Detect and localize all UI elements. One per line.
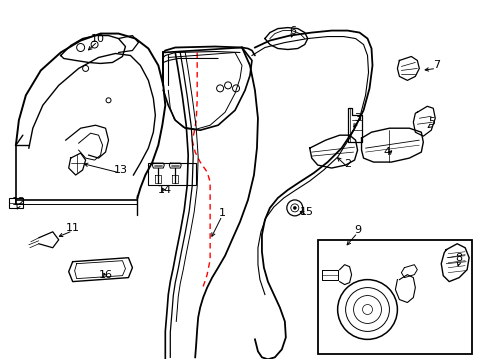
Bar (317, 240, 471, 354)
Text: 2: 2 (344, 159, 350, 169)
Text: 12: 12 (12, 197, 26, 207)
Text: 3: 3 (353, 113, 360, 123)
Circle shape (293, 206, 296, 210)
Text: 4: 4 (383, 147, 390, 157)
Text: 7: 7 (432, 60, 439, 71)
Text: 9: 9 (353, 225, 360, 235)
Text: 13: 13 (113, 165, 127, 175)
Text: 8: 8 (455, 253, 462, 263)
Text: 1: 1 (218, 208, 225, 218)
Bar (148, 163, 196, 185)
Text: 16: 16 (99, 270, 112, 280)
Text: 10: 10 (90, 33, 104, 44)
Bar (9, 198, 23, 208)
Text: 14: 14 (158, 185, 172, 195)
Text: 5: 5 (427, 117, 434, 127)
Text: 11: 11 (65, 223, 80, 233)
Text: 15: 15 (299, 207, 313, 217)
Text: 6: 6 (289, 26, 296, 36)
